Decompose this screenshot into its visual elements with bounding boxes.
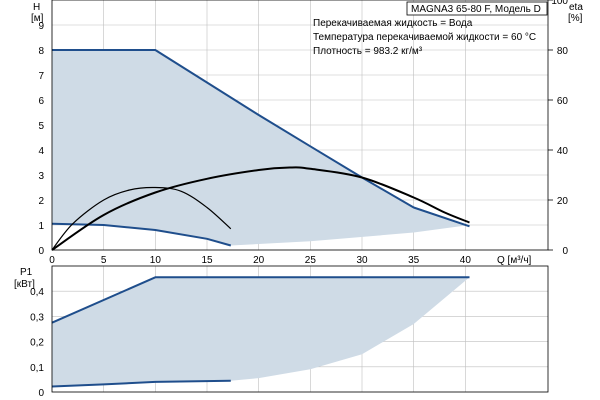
y-tick-label: 2 — [38, 196, 44, 207]
chart-title: MAGNA3 65-80 F, Модель D — [411, 4, 541, 15]
y-tick-label: 7 — [38, 71, 44, 82]
x-tick-label: 35 — [408, 255, 420, 266]
x-axis-label: Q [м³/ч] — [497, 255, 532, 266]
power-panel: 00,10,20,30,4 P1 [кВт] — [14, 266, 548, 399]
power-y-tick-label: 0 — [38, 388, 44, 399]
y2-tick-label: 100 — [551, 0, 568, 7]
power-y-tick-label: 0,2 — [30, 338, 44, 349]
y-tick-label: 4 — [38, 146, 44, 157]
y-tick-label: 6 — [38, 96, 44, 107]
x-tick-labels: 0 5 10 15 20 25 30 35 40 — [49, 255, 471, 266]
head-operating-area — [52, 50, 470, 246]
annotation-density: Плотность = 983.2 кг/м³ — [313, 46, 423, 57]
y-tick-label: 8 — [38, 46, 44, 57]
power-y-axis-unit: [кВт] — [14, 279, 35, 290]
y-axis-label: H — [33, 2, 40, 13]
y-tick-label: 3 — [38, 171, 44, 182]
x-tick-label: 25 — [305, 255, 317, 266]
y2-tick-label: 40 — [557, 146, 569, 157]
annotation-fluid: Перекачиваемая жидкость = Вода — [313, 18, 473, 29]
y2-axis-unit: [%] — [568, 13, 583, 24]
y2-tick-label: 20 — [557, 196, 569, 207]
y-tick-label: 1 — [38, 221, 44, 232]
annotation-temperature: Температура перекачиваемой жидкости = 60… — [313, 32, 536, 43]
x-tick-label: 0 — [49, 255, 55, 266]
power-y-tick-labels: 00,10,20,30,4 — [30, 287, 44, 399]
y2-tick-label: 60 — [557, 96, 569, 107]
y2-tick-label: 0 — [562, 246, 568, 257]
y-tick-label: 5 — [38, 121, 44, 132]
power-y-tick-label: 0,1 — [30, 363, 44, 374]
x-tick-label: 5 — [101, 255, 107, 266]
x-tick-label: 15 — [201, 255, 213, 266]
y-tick-label: 0 — [38, 246, 44, 257]
y2-tick-labels: 0 20 40 60 80 100 — [548, 0, 568, 257]
x-tick-label: 40 — [460, 255, 472, 266]
power-y-tick-label: 0,3 — [30, 312, 44, 323]
power-y-axis-label: P1 — [20, 267, 33, 278]
y-axis-unit: [м] — [31, 13, 44, 24]
y2-tick-label: 80 — [557, 46, 569, 57]
y2-axis-label: eta — [569, 2, 583, 13]
x-tick-label: 10 — [150, 255, 162, 266]
power-series — [52, 277, 470, 386]
x-tick-label: 30 — [356, 255, 368, 266]
x-tick-label: 20 — [253, 255, 265, 266]
power-operating-area — [52, 277, 470, 386]
